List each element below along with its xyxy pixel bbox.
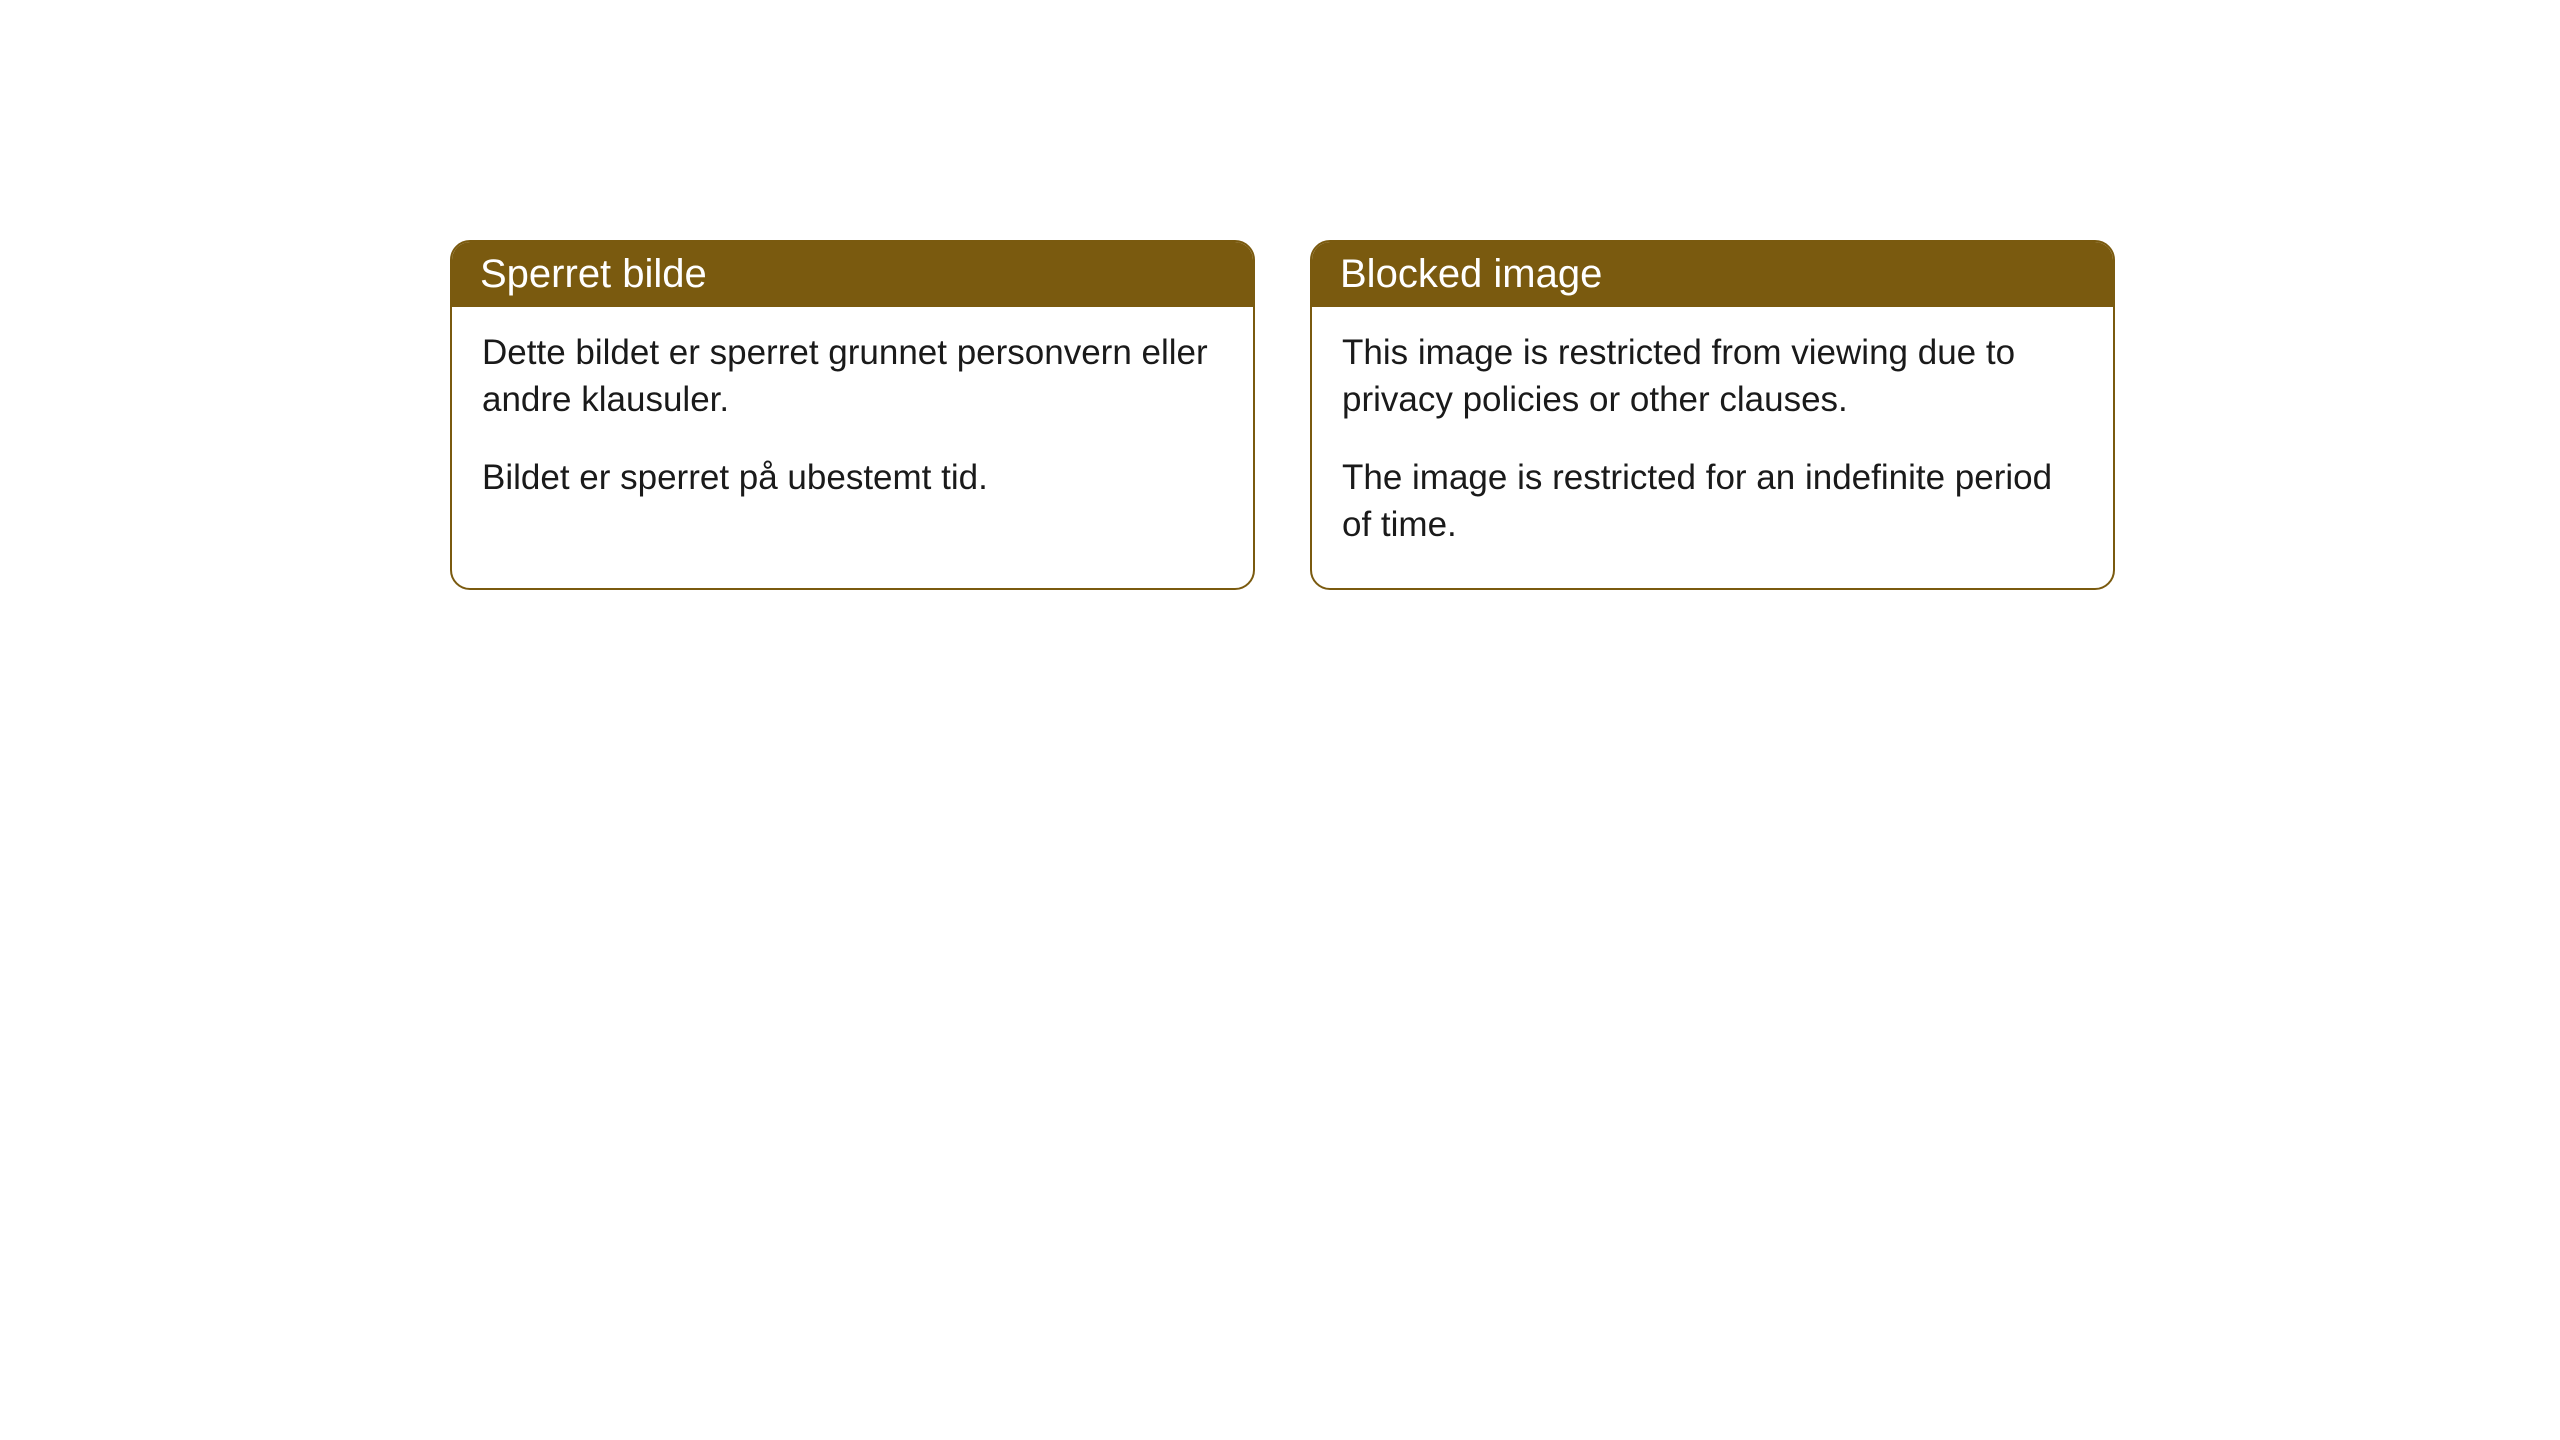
card-paragraph: Dette bildet er sperret grunnet personve… (482, 329, 1223, 424)
notice-card-norwegian: Sperret bilde Dette bildet er sperret gr… (450, 240, 1255, 590)
card-body: This image is restricted from viewing du… (1312, 307, 2113, 588)
card-header: Blocked image (1312, 242, 2113, 307)
notice-cards-container: Sperret bilde Dette bildet er sperret gr… (450, 240, 2560, 590)
notice-card-english: Blocked image This image is restricted f… (1310, 240, 2115, 590)
card-title: Sperret bilde (480, 252, 707, 296)
card-body: Dette bildet er sperret grunnet personve… (452, 307, 1253, 541)
card-paragraph: Bildet er sperret på ubestemt tid. (482, 454, 1223, 501)
card-paragraph: This image is restricted from viewing du… (1342, 329, 2083, 424)
card-header: Sperret bilde (452, 242, 1253, 307)
card-paragraph: The image is restricted for an indefinit… (1342, 454, 2083, 549)
card-title: Blocked image (1340, 252, 1602, 296)
